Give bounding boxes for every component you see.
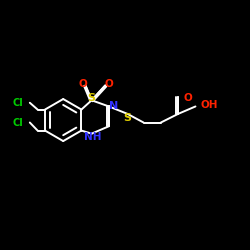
Text: O: O: [78, 79, 87, 89]
Text: S: S: [124, 113, 132, 123]
Text: N: N: [109, 101, 118, 111]
Text: O: O: [104, 79, 113, 89]
Text: Cl: Cl: [13, 98, 24, 108]
Text: O: O: [184, 92, 192, 102]
Text: Cl: Cl: [13, 118, 24, 128]
Text: NH: NH: [84, 132, 102, 141]
Text: S: S: [88, 93, 96, 103]
Text: OH: OH: [201, 100, 218, 110]
